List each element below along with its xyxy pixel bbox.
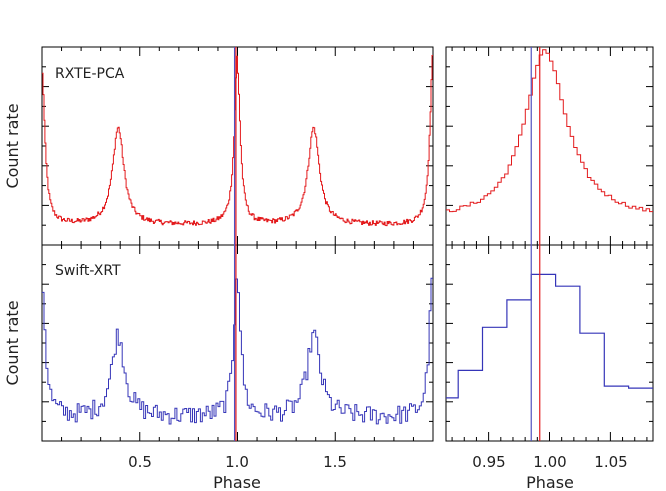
swift-xrt-zoom-line	[446, 273, 653, 399]
x-tick-label-left-2: 1.5	[323, 453, 347, 471]
rxte-pca-profile-line	[42, 55, 433, 227]
x-tick-label-right-1: 1.00	[533, 453, 566, 471]
data-curves	[42, 49, 653, 425]
swift-xrt-profile-line	[42, 277, 433, 425]
x-axis-label-left: Phase	[213, 473, 261, 491]
x-tick-label-right-0: 0.95	[472, 453, 505, 471]
x-axis-label-right: Phase	[526, 473, 574, 491]
annotation-swift-xrt: Swift-XRT	[55, 263, 121, 279]
panel-frame-top-right	[445, 46, 654, 246]
y-axis-label-bottom: Count rate	[3, 300, 22, 385]
x-tick-label-right-2: 1.05	[594, 453, 627, 471]
annotation-rxte-pca: RXTE-PCA	[55, 66, 125, 82]
x-tick-label-left-0: 0.5	[128, 453, 152, 471]
reference-lines	[233, 47, 541, 441]
rxte-pca-zoom-line	[446, 49, 653, 213]
y-axis-label-top: Count rate	[3, 103, 22, 188]
axis-ticks	[41, 47, 653, 441]
x-tick-label-left-1: 1.0	[225, 453, 249, 471]
